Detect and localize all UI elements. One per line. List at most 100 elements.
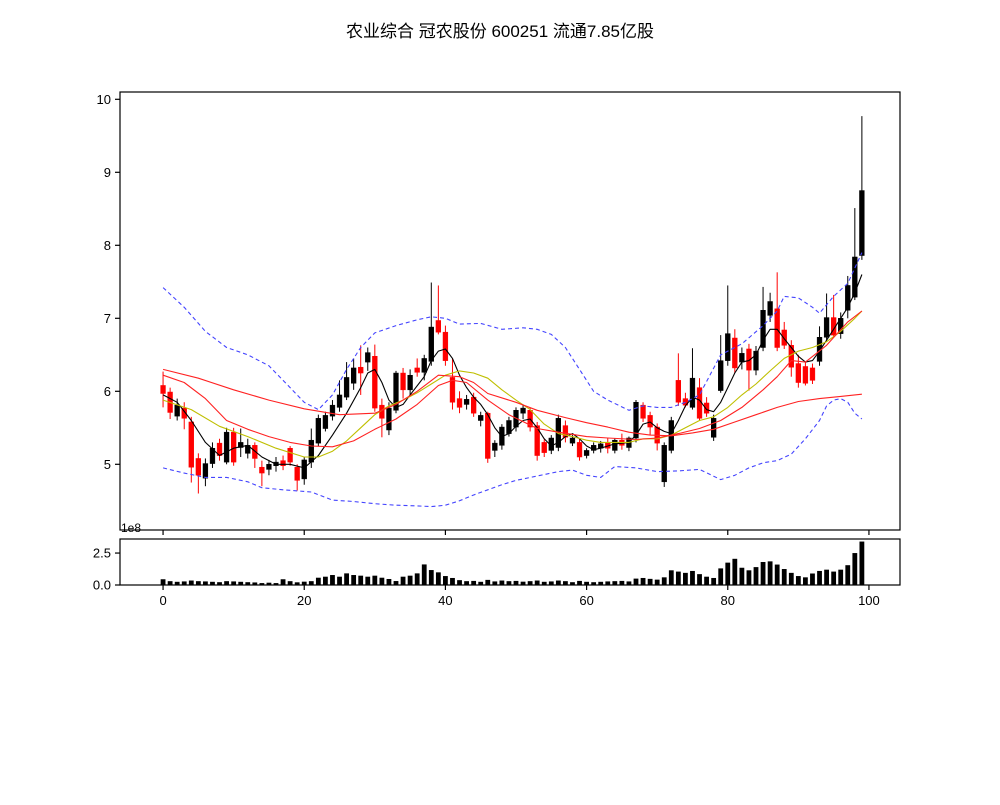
candle-body (266, 464, 272, 470)
candle-body (294, 466, 300, 481)
volume-bar (386, 578, 392, 585)
volume-bar (344, 573, 349, 585)
candle-body (753, 350, 759, 371)
candle-body (647, 415, 653, 428)
volume-bar (781, 569, 787, 585)
candle-body (287, 447, 293, 463)
candle-body (280, 460, 286, 467)
candle-body (259, 466, 265, 474)
candle-body (633, 402, 639, 439)
candle-body (463, 399, 470, 405)
candle-body (372, 356, 378, 409)
volume-bar (457, 580, 462, 585)
volume-bar (718, 568, 724, 585)
volume-bar (767, 561, 773, 585)
volume-bar (852, 553, 858, 585)
volume-bar (471, 580, 477, 585)
volume-bar (774, 564, 780, 585)
volume-bar (626, 581, 632, 585)
ma-slower-red (162, 368, 862, 437)
volume-bar (450, 577, 455, 585)
volume-bar (640, 577, 646, 585)
volume-bar (181, 581, 187, 585)
candle-body (675, 380, 682, 403)
candle-body (442, 331, 449, 361)
volume-bar (485, 579, 491, 585)
volume-bar (803, 577, 808, 585)
volume-bar (421, 564, 427, 585)
volume-bar (527, 581, 533, 585)
candle-body (393, 372, 399, 411)
candle-body (386, 407, 392, 431)
candle-body (760, 310, 766, 348)
volume-tick-label: 0.0 (93, 578, 111, 593)
overlay-lines (162, 252, 863, 508)
candle-body (569, 437, 576, 444)
candle-body (725, 333, 731, 361)
volume-bar (365, 576, 371, 585)
volume-bar (506, 581, 512, 585)
volume-bar (358, 575, 364, 585)
candle-body (710, 418, 717, 438)
volume-bar (414, 573, 420, 585)
volume-bar (174, 581, 180, 585)
candle-body (181, 407, 187, 419)
candle-body (336, 394, 343, 408)
volume-bar (259, 583, 265, 585)
candle-body (400, 372, 406, 391)
volume-bar (224, 581, 229, 585)
candle-body (308, 439, 314, 463)
candle-body (223, 431, 230, 463)
candle-body (365, 352, 371, 363)
volume-bar (647, 578, 653, 585)
volume-bar (683, 572, 688, 585)
volume-bar (330, 575, 335, 585)
candle-body (485, 412, 491, 459)
price-tick-label: 7 (104, 311, 111, 326)
volume-bar (661, 577, 667, 585)
price-tick-label: 8 (104, 238, 111, 253)
candle-body (795, 363, 802, 383)
volume-bar (725, 562, 731, 585)
candle-body (407, 374, 413, 391)
candle-body (746, 348, 752, 371)
x-tick-label: 80 (721, 593, 735, 608)
volume-bar (443, 576, 448, 585)
volume-bar (563, 581, 568, 585)
chart-title: 农业综合 冠农股份 600251 流通7.85亿股 (346, 22, 654, 41)
volume-bar (435, 572, 441, 585)
candle-body (478, 415, 484, 421)
ma-slow-red (162, 310, 863, 448)
volume-bar (605, 581, 611, 585)
price-tick-label: 10 (97, 92, 111, 107)
candle-body (534, 425, 540, 456)
candle-body (718, 360, 724, 391)
candle-body (428, 326, 434, 362)
candle-body (774, 308, 780, 348)
volume-bar (704, 576, 709, 585)
candle-body (421, 358, 427, 373)
volume-bar (210, 581, 215, 585)
candle-body (350, 367, 357, 384)
price-pane-frame (119, 91, 901, 531)
candle-body (520, 407, 526, 414)
volume-bar (612, 581, 618, 585)
volume-bar (570, 582, 575, 585)
price-pane: 5 6 7 8 9 10 (97, 91, 901, 535)
volume-bar (351, 575, 357, 585)
volume-bar (619, 580, 625, 585)
candle-body (767, 301, 773, 316)
volume-bar (337, 576, 342, 585)
price-tick-label: 5 (104, 457, 111, 472)
candle-body (358, 366, 364, 374)
volume-bar (294, 582, 300, 585)
volume-bar (393, 581, 399, 585)
volume-bar (372, 575, 378, 585)
volume-bar (195, 581, 201, 585)
ma-fast-black (162, 274, 863, 469)
volume-bar (499, 580, 505, 585)
volume-tick-label: 2.5 (93, 546, 111, 561)
candle-body (343, 377, 350, 398)
volume-bar (584, 581, 589, 585)
